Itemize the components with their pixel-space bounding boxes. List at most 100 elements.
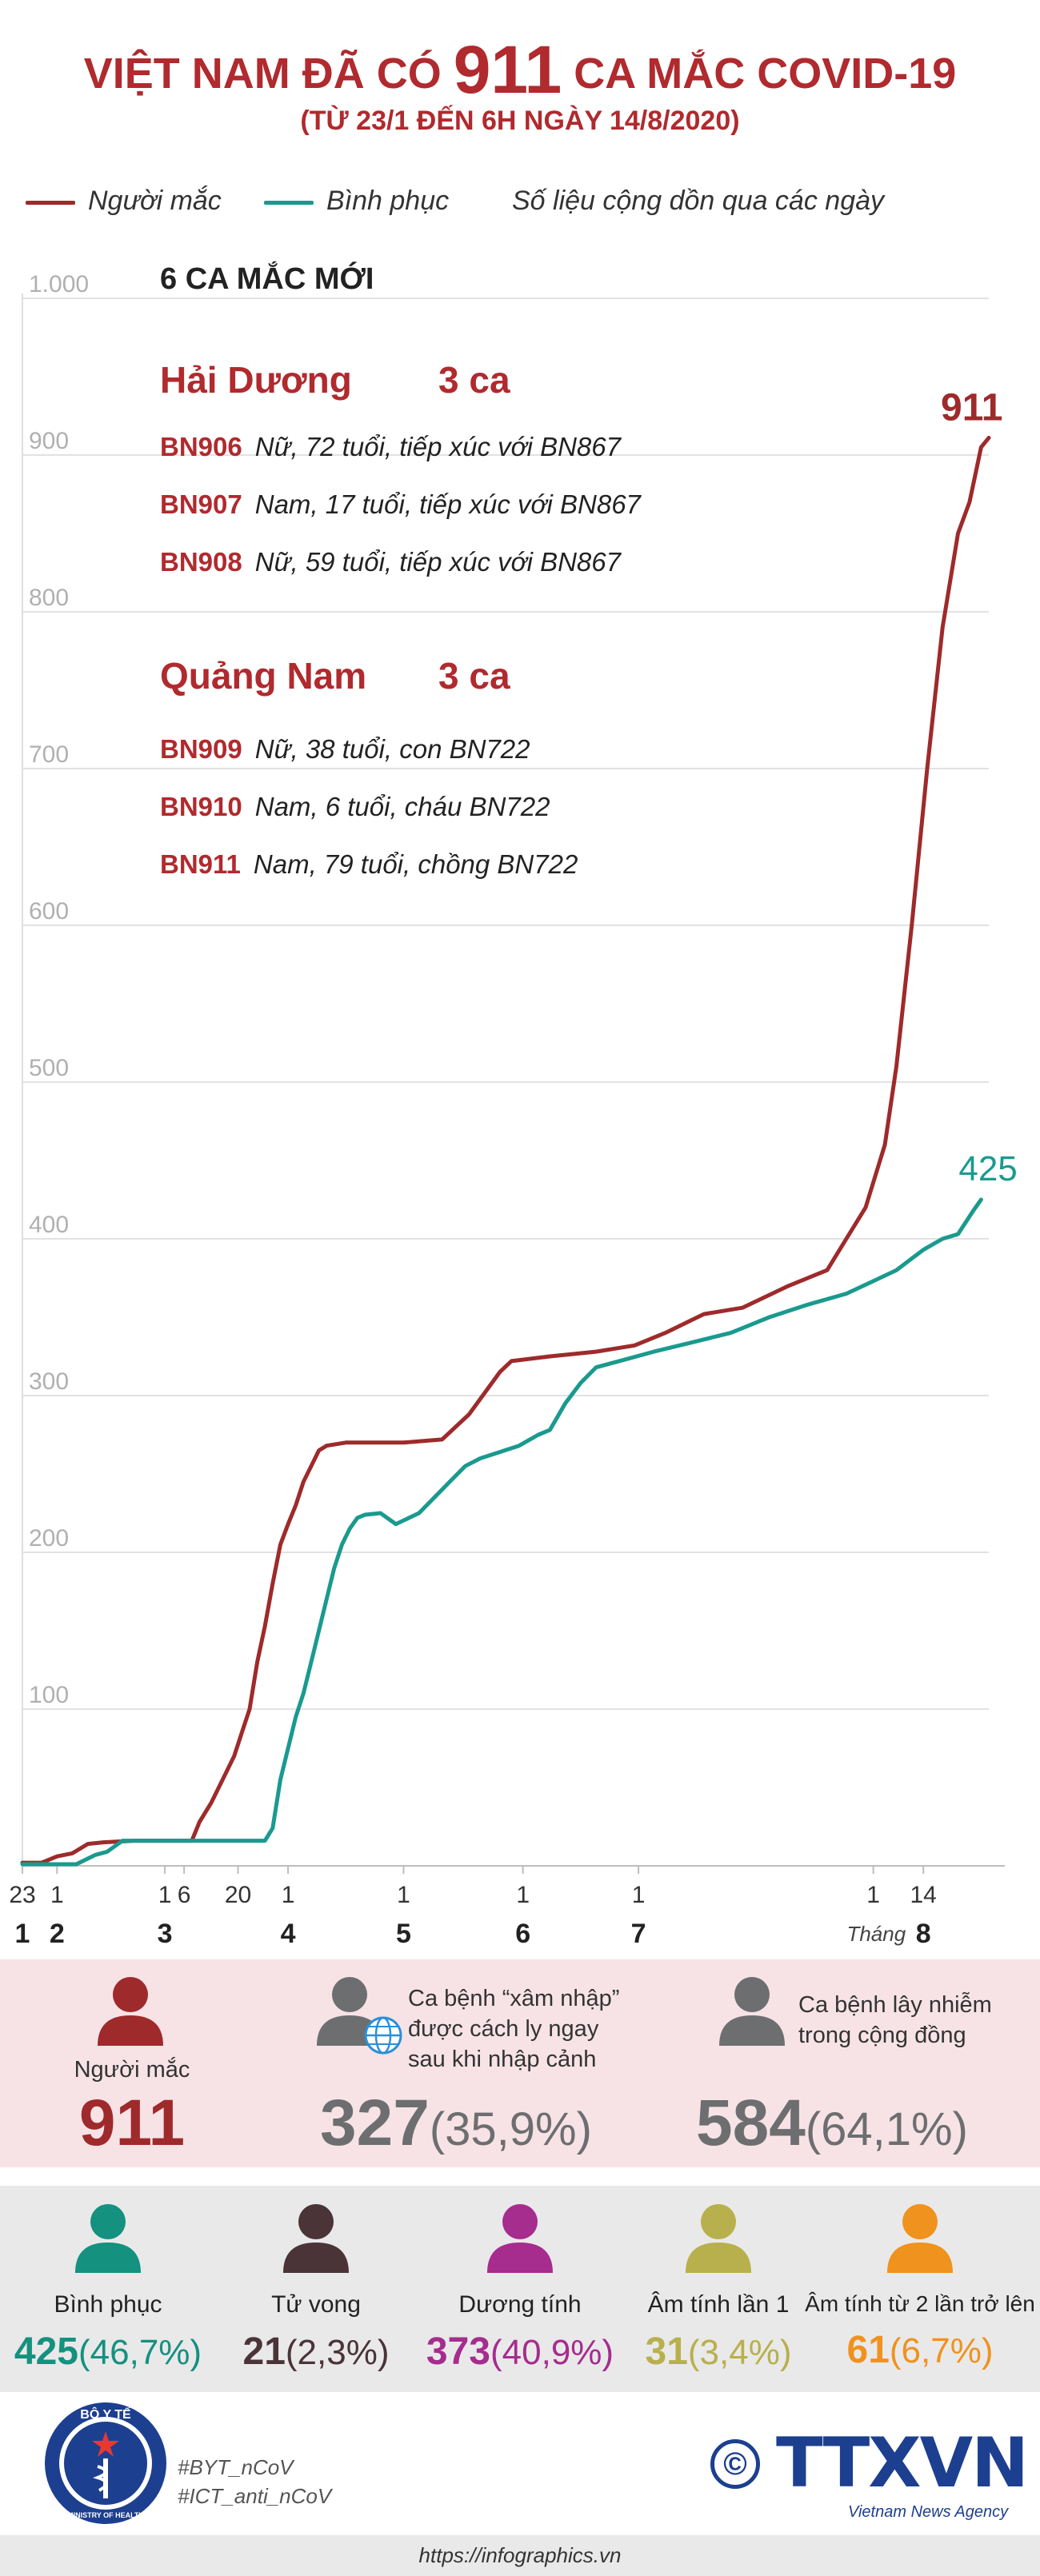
chart-gridlines [22,294,1005,1867]
ttxvn-subtitle: Vietnam News Agency [848,2503,1009,2521]
y-tick-label: 500 [29,1055,69,1081]
page-title: VIỆT NAM ĐÃ CÓ 911 CA MẮC COVID-19 [0,36,1040,103]
case-id: BN909 [160,734,242,764]
summary-imported-value: 327 [320,2087,430,2159]
ministry-logo-bottom-text: MINISTRY OF HEALTH [67,2511,144,2519]
summary-imported-stat: 327(35,9%) [320,2086,592,2161]
case-description: Nữ, 72 tuổi, tiếp xúc với BN867 [254,432,621,461]
province-name: Hải Dương [160,359,352,401]
x-day-tick-label: 1 [516,1882,530,1908]
chart-end-labels: 911 425 [941,386,1018,1188]
chart-series [20,435,991,1867]
person-icon [686,2204,751,2273]
stat-label: Âm tính lần 1 [647,2291,790,2318]
footer-url[interactable]: https://infographics.vn [418,2543,622,2567]
stat-negative-twice: Âm tính từ 2 lần trở lên 61(6,7%) [800,2201,1040,2372]
y-tick-label: 400 [29,1212,69,1238]
stat-label: Bình phục [54,2291,162,2318]
stat-recovered: Bình phục 425(46,7%) [0,2201,216,2374]
stat-deaths: Tử vong 21(2,3%) [208,2201,424,2374]
stat-label: Dương tính [458,2291,582,2318]
summary-community-value: 584 [696,2087,806,2159]
stat-value: 61(6,7%) [800,2328,1040,2372]
stat-number: 61 [846,2329,890,2371]
x-month-tick-label: 7 [631,1919,646,1949]
stat-label: Tử vong [271,2291,361,2318]
legend-recovered-label: Bình phục [326,186,450,216]
case-entry: BN910 Nam, 6 tuổi, cháu BN722 [160,792,550,822]
x-day-tick-label: 1 [397,1882,410,1908]
series-end-label: 911 [941,386,1002,429]
case-id: BN910 [160,792,242,821]
x-month-tick-label: 6 [515,1919,530,1949]
ttxvn-logo: TTXVN [776,2423,1029,2503]
person-icon [98,1977,163,2046]
x-month-tick-label: 2 [50,1919,65,1949]
y-tick-label: 200 [29,1525,69,1552]
x-day-tick-label: 1 [632,1882,646,1908]
ministry-of-health-logo: BỘ Y TẾ MINISTRY OF HEALTH [45,2402,166,2524]
case-id: BN906 [160,432,242,461]
person-icon [75,2204,141,2273]
y-tick-label: 800 [29,585,69,611]
person-icon [719,1977,785,2046]
case-description: Nam, 6 tuổi, cháu BN722 [254,792,550,821]
copyright-icon: © [710,2439,760,2489]
stat-label: Âm tính từ 2 lần trở lên [805,2291,1035,2316]
case-description: Nữ, 38 tuổi, con BN722 [254,734,530,764]
case-id: BN908 [160,547,242,577]
title-prefix: VIỆT NAM ĐÃ CÓ [83,50,442,98]
case-description: Nam, 79 tuổi, chồng BN722 [253,849,578,879]
y-tick-label: 700 [29,741,69,768]
stat-value: 373(40,9%) [412,2330,628,2374]
stat-value: 425(46,7%) [0,2330,216,2374]
y-tick-label: 100 [29,1682,69,1708]
stat-value: 21(2,3%) [208,2330,424,2374]
summary-community-label: Ca bệnh lây nhiễm trong cộng đồng [798,1992,992,2048]
y-tick-label: 900 [29,428,69,454]
stat-number: 21 [242,2330,286,2373]
case-id: BN911 [160,849,241,879]
x-month-tick-label: 1 [15,1919,30,1949]
case-entry: BN907 Nam, 17 tuổi, tiếp xúc với BN867 [160,489,641,520]
page-subtitle: (TỪ 23/1 ĐẾN 6H NGÀY 14/8/2020) [300,106,740,136]
x-month-tick-label: 8 [916,1919,931,1949]
stat-negative-once: Âm tính lần 1 31(3,4%) [610,2201,826,2374]
x-day-tick-label: 23 [9,1882,35,1908]
legend-note: Số liệu cộng dồn qua các ngày [512,186,885,216]
case-id: BN907 [160,489,242,519]
case-description: Nam, 17 tuổi, tiếp xúc với BN867 [254,489,641,519]
summary-imported-label: Ca bệnh “xâm nhập” được cách ly ngay sau… [408,1986,620,2072]
person-icon [283,2204,349,2273]
globe-icon [364,2016,402,2055]
x-day-tick-label: 1 [866,1882,880,1908]
legend-recovered-swatch [264,200,314,205]
hashtag: #ICT_anti_nCoV [178,2484,332,2508]
legend-infected-swatch [26,200,75,205]
y-tick-label: 600 [29,898,69,925]
stat-number: 31 [645,2330,688,2373]
footer-bar [0,2535,1040,2576]
ministry-logo-top-text: BỘ Y TẾ [80,2406,131,2422]
stat-pct: (6,7%) [889,2331,994,2370]
province-count: 3 ca [438,359,510,401]
hashtag: #BYT_nCoV [178,2455,294,2479]
x-day-tick-label: 1 [158,1882,172,1908]
x-month-tick-label: 3 [158,1919,173,1949]
stat-pct: (2,3%) [285,2333,390,2372]
title-suffix: CA MẮC COVID-19 [574,50,957,98]
legend-infected-label: Người mắc [88,186,222,216]
case-entry: BN909 Nữ, 38 tuổi, con BN722 [160,734,530,765]
legend-infected: Người mắc [26,186,222,217]
case-entry: BN908 Nữ, 59 tuổi, tiếp xúc với BN867 [160,547,621,577]
summary-infected-label: Người mắc [74,2057,190,2083]
series-end-label: 425 [958,1149,1017,1188]
summary-community-stat: 584(64,1%) [696,2086,968,2161]
person-icon [887,2204,953,2273]
stat-number: 425 [14,2330,78,2373]
stat-positive: Dương tính 373(40,9%) [412,2201,628,2374]
x-day-tick-label: 1 [50,1882,64,1908]
stat-pct: (46,7%) [78,2333,202,2372]
